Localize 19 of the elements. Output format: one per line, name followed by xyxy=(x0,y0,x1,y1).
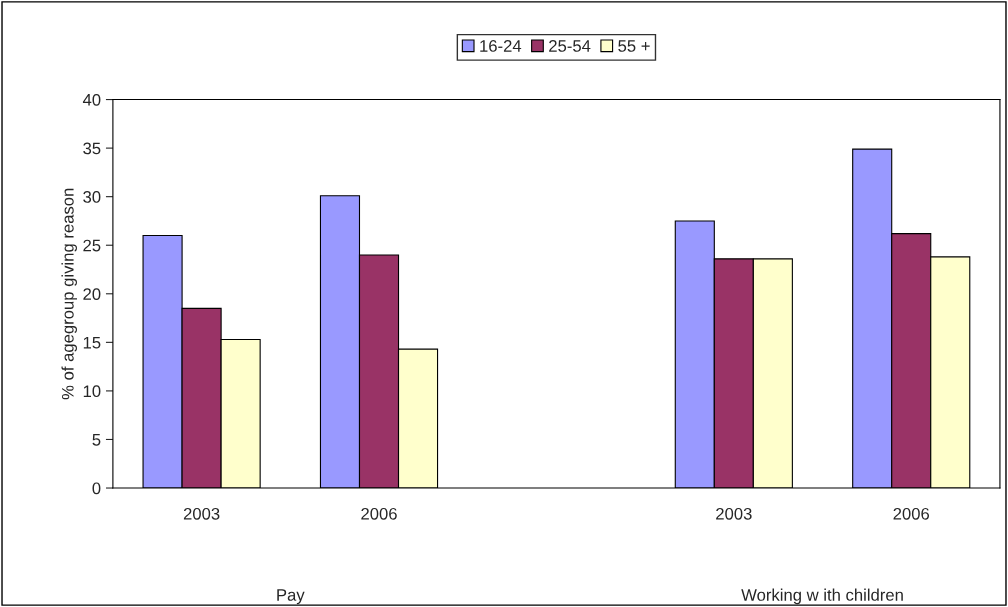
legend-label: 25-54 xyxy=(549,40,591,52)
y-tick-label: 0 xyxy=(92,482,101,495)
legend-label: 55 + xyxy=(618,40,650,52)
x-tick-label: 2003 xyxy=(183,507,220,520)
y-tick-label: 20 xyxy=(83,288,101,300)
y-axis-title: % of agegroup giving reason xyxy=(61,188,77,400)
legend-label: 16-24 xyxy=(480,40,522,52)
y-tick-label: 30 xyxy=(83,191,101,203)
y-tick-label: 5 xyxy=(92,434,101,446)
x-tick-label: 2006 xyxy=(893,507,930,520)
text: Working w ith children xyxy=(741,588,903,605)
y-tick-label: 40 xyxy=(82,93,101,106)
x-tick-label: 2006 xyxy=(361,507,397,520)
y-tick-label: 10 xyxy=(83,385,101,398)
y-tick-label: 15 xyxy=(83,336,101,349)
y-tick-label: 35 xyxy=(83,142,101,155)
text: Pay xyxy=(277,589,305,605)
x-tick-label: 2003 xyxy=(716,507,752,520)
y-tick-label: 25 xyxy=(83,239,101,252)
